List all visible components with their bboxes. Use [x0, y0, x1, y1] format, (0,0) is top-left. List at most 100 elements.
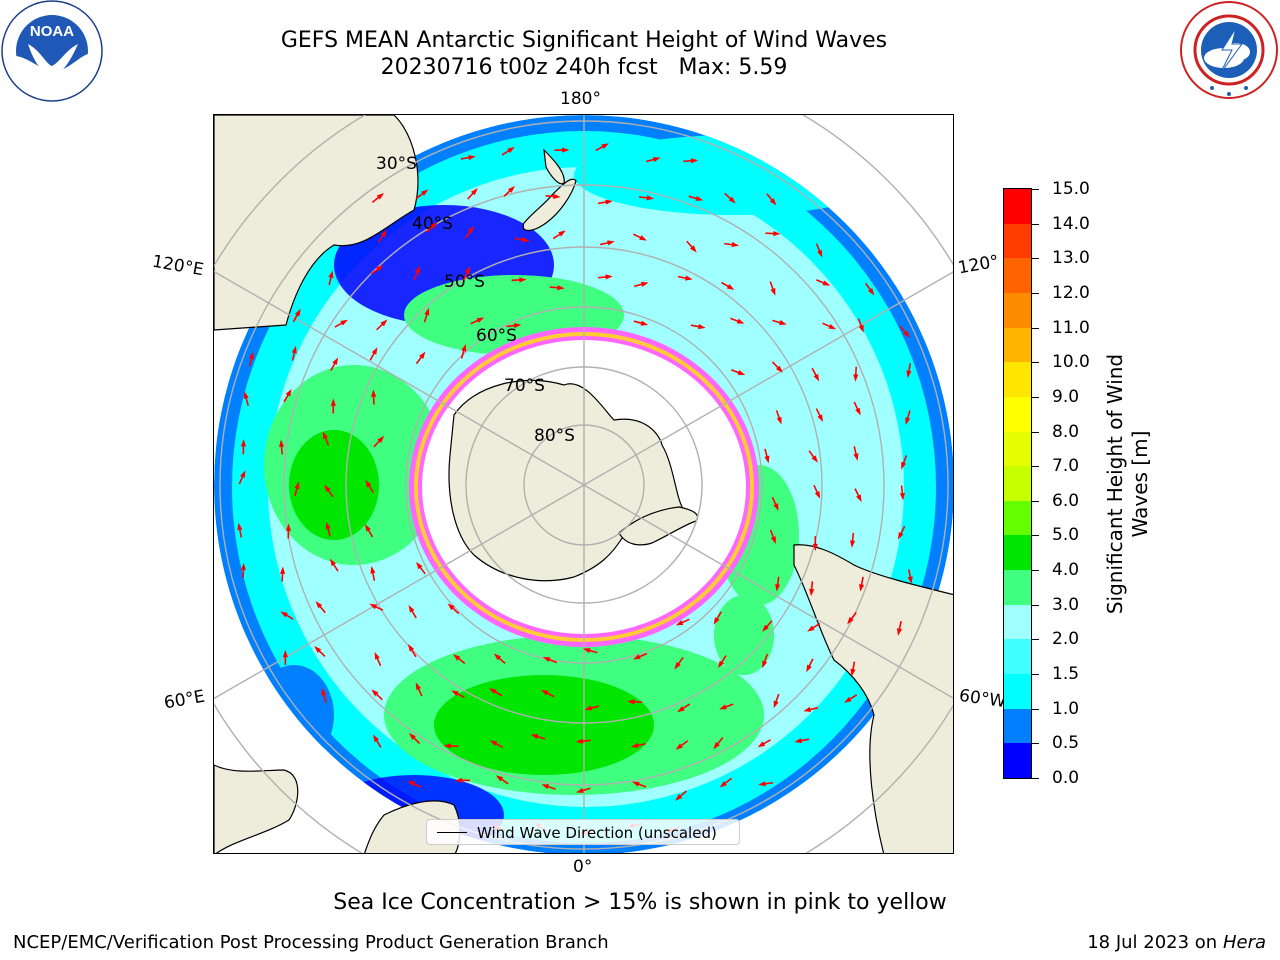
- colorbar-segment: [1004, 534, 1031, 571]
- wave-direction-arrowhead: [374, 652, 380, 660]
- wave-direction-arrowhead: [762, 624, 769, 632]
- wave-direction-arrowhead: [371, 689, 379, 697]
- wave-direction-arrowhead: [764, 455, 770, 464]
- colorbar-tick: [1032, 500, 1039, 502]
- noaa-logo-text: NOAA: [30, 23, 74, 40]
- wave-direction-arrowhead: [817, 249, 823, 258]
- wave-direction-arrowhead: [371, 389, 377, 397]
- wave-direction-arrowhead: [408, 605, 415, 613]
- footer-date-text: 18 Jul 2023 on: [1087, 932, 1218, 953]
- colorbar-segment: [1004, 742, 1031, 778]
- new-zealand-north: [543, 148, 565, 185]
- polar-map-canvas: 30°S 40°S 50°S 60°S 70°S 80°S: [214, 115, 953, 853]
- wave-direction-arrowhead: [522, 237, 530, 243]
- wave-direction-arrowhead: [584, 705, 593, 711]
- colorbar-tick-label: 8.0: [1052, 421, 1080, 442]
- wave-direction-arrowhead: [601, 143, 609, 149]
- wave-direction-arrowhead: [728, 196, 736, 204]
- colorbar-tick: [1032, 604, 1039, 606]
- africa: [214, 764, 299, 853]
- wave-direction-arrowhead: [470, 188, 478, 196]
- lat-label-60s: 60°S: [476, 326, 517, 346]
- colorbar-tick-label: 10.0: [1052, 352, 1090, 373]
- wave-direction-arrowhead: [769, 198, 777, 206]
- colorbar-tick-label: 4.0: [1052, 560, 1080, 581]
- wave-direction-arrowhead: [905, 417, 911, 425]
- wave-direction-arrowhead: [294, 481, 300, 490]
- meridian-120w: [583, 271, 953, 486]
- wave-direction-arrowhead: [369, 603, 378, 610]
- wave-direction-arrowhead: [809, 588, 815, 597]
- wave-direction-arrowhead: [329, 558, 336, 567]
- meridian-60w: [583, 484, 953, 699]
- colorbar-tick-label: 0.0: [1052, 768, 1080, 788]
- colorbar-tick-label: 12.0: [1052, 282, 1090, 303]
- wave-direction-arrowhead: [294, 308, 301, 317]
- wave-direction-arrowhead: [443, 743, 451, 749]
- colorbar-tick-label: 6.0: [1052, 490, 1080, 511]
- wave-direction-arrowhead: [371, 347, 378, 355]
- wave-direction-arrowhead: [853, 453, 859, 461]
- lat-label-80s: 80°S: [534, 426, 575, 446]
- wave-direction-arrowhead: [324, 484, 331, 493]
- wave-direction-arrowhead: [773, 503, 779, 511]
- colorbar-tick: [1032, 258, 1039, 260]
- footer-machine: Hera: [1222, 932, 1266, 953]
- new-zealand-south: [522, 178, 577, 232]
- wave-direction-arrowhead: [779, 320, 787, 326]
- wave-direction-arrowhead: [240, 562, 246, 571]
- wave-direction-arrowhead: [689, 245, 697, 253]
- wave-direction-arrowhead: [414, 265, 421, 274]
- wave-direction-arrowhead: [530, 734, 539, 740]
- wave-direction-arrowhead: [901, 461, 907, 470]
- lat-label-40s: 40°S: [412, 214, 453, 234]
- wave-direction-arrowhead: [322, 431, 328, 440]
- wave-direction-arrowhead: [719, 780, 728, 788]
- chart-subtitle: 20230716 t00z 240h fcst Max: 5.59: [380, 55, 788, 80]
- wave-direction-arrowhead: [847, 617, 854, 625]
- colorbar-segment: [1004, 500, 1031, 536]
- wave-direction-arrowhead: [640, 281, 649, 287]
- wave-direction-arrowhead: [757, 741, 766, 748]
- wave-direction-arrowhead: [468, 155, 476, 161]
- colorbar-tick-label: 11.0: [1052, 317, 1090, 338]
- lon-label-180: 180°: [560, 89, 601, 109]
- colorbar: [1003, 188, 1032, 779]
- lon-label-0: 0°: [573, 857, 593, 877]
- colorbar-tick-label: 5.0: [1052, 525, 1080, 546]
- lon-label-120e: 120°E: [150, 251, 206, 281]
- wave-direction-arrowhead: [674, 662, 681, 670]
- lat-label-70s: 70°S: [504, 376, 545, 396]
- wave-direction-arrowhead: [380, 319, 388, 327]
- wave-direction-arrowhead: [489, 688, 497, 695]
- wave-direction-arrowhead: [737, 370, 746, 375]
- wave-direction-arrowhead: [332, 357, 339, 366]
- wave-direction-arrowhead: [639, 235, 647, 241]
- colorbar-segment: [1004, 292, 1031, 328]
- wave-direction-arrowhead: [248, 351, 254, 360]
- wave-direction-arrowhead: [372, 734, 380, 743]
- wave-direction-arrowhead: [776, 416, 782, 425]
- wave-direction-arrowhead: [451, 690, 459, 697]
- wave-direction-arrowhead: [489, 740, 498, 746]
- colorbar-segment: [1004, 327, 1031, 363]
- wave-direction-arrowhead: [576, 787, 584, 793]
- wave-direction-arrowhead: [237, 522, 243, 531]
- wave-direction-arrowhead: [541, 784, 550, 790]
- meridian-60e: [214, 484, 585, 700]
- wave-direction-arrowhead: [856, 494, 862, 503]
- lon-label-60e: 60°E: [162, 686, 207, 714]
- wave-direction-arrowhead: [897, 531, 904, 540]
- wave-direction-arrowhead: [896, 628, 903, 636]
- wave-direction-arrowhead: [330, 398, 336, 406]
- colorbar-segment: [1004, 673, 1031, 709]
- colorbar-segment: [1004, 188, 1031, 224]
- wave-direction-arrowhead: [717, 660, 725, 669]
- wave-direction-arrowhead: [828, 323, 837, 330]
- wave-direction-arrowhead: [677, 706, 685, 713]
- wave-direction-arrowhead: [419, 351, 426, 359]
- colorbar-tick: [1032, 570, 1039, 572]
- colorbar-segment: [1004, 638, 1031, 675]
- colorbar-tick: [1032, 708, 1039, 710]
- wave-direction-arrowhead: [675, 743, 683, 750]
